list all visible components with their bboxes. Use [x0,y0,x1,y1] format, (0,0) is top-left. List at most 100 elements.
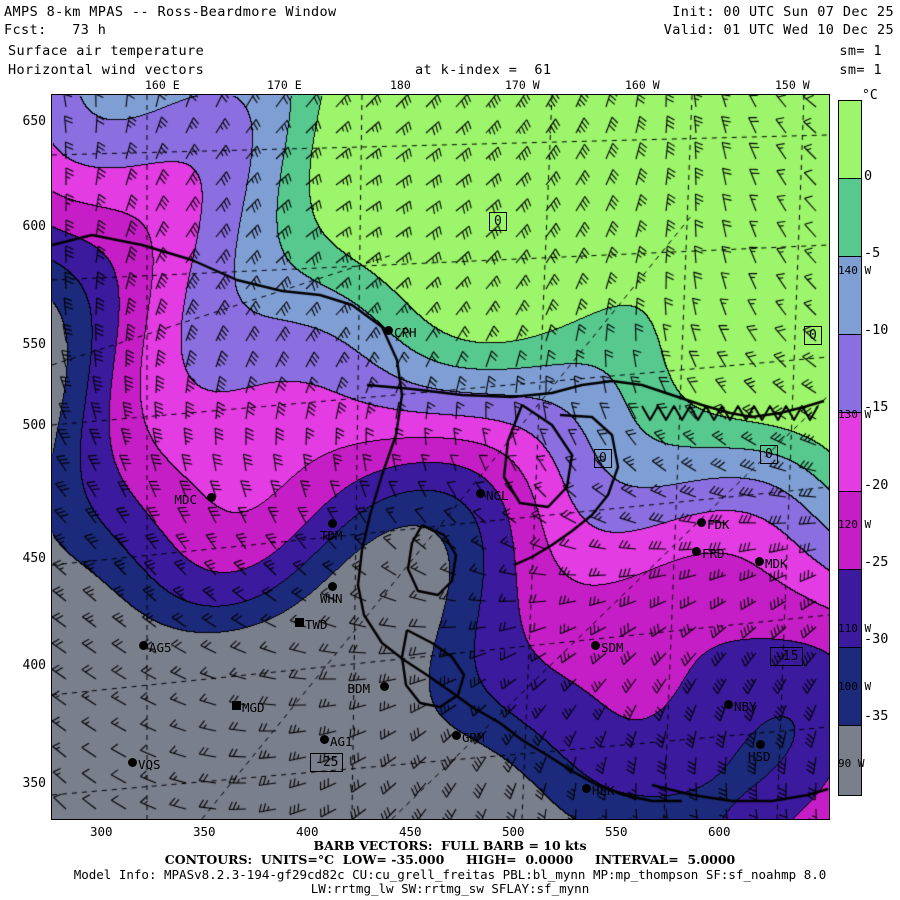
contour-value-label: -15 [770,647,804,666]
lon-tick-side: 130 W [838,408,872,421]
station-label: HSD [748,749,771,764]
station-label: FDK [707,517,730,532]
contour-value-label: 0 [489,212,507,231]
y-axis-tick: 500 [22,418,46,433]
colorbar-segment [839,257,861,336]
x-axis-tick: 450 [399,824,422,839]
colorbar-tick: -15 [864,399,889,416]
station-dot-icon [128,758,137,767]
lon-tick-top: 160 E [145,78,180,92]
station-label: NGL [486,488,509,503]
colorbar-segment [839,179,861,258]
station-label: GRM [462,730,485,745]
station-dot-icon [380,682,389,691]
forecast-hour: Fcst: 73 h [4,22,107,38]
lon-tick-side: 120 W [838,518,872,531]
colorbar-segment [839,101,861,180]
station-dot-icon [697,518,706,527]
colorbar[interactable] [838,100,862,796]
station-label: MGD [242,700,265,715]
station-dot-icon [692,547,701,556]
lon-tick-top: 180 [390,78,411,92]
model-info-line1: Model Info: MPASv8.2.3-194-gf29cd82c CU:… [73,867,827,882]
station-dot-icon [755,557,764,566]
field-label-overlay: Horizontal wind vectors [8,62,205,78]
colorbar-tick: -5 [864,245,881,262]
station-dot-icon [582,784,591,793]
station-label: HLK [592,783,615,798]
colorbar-segment [839,413,861,492]
valid-time: Valid: 01 UTC Wed 10 Dec 25 [663,22,894,38]
station-label: AG1 [330,734,353,749]
x-axis-tick: 500 [502,824,525,839]
colorbar-tick: -10 [864,322,889,339]
smoothing-2: sm= 1 [839,62,882,78]
y-axis-tick: 550 [22,337,46,352]
barb-legend: BARB VECTORS: FULL BARB = 10 kts [313,838,587,853]
smoothing-1: sm= 1 [839,43,882,59]
y-axis-tick: 450 [22,551,46,566]
station-label: AG5 [149,640,172,655]
station-label: CPH [394,325,417,340]
lon-tick-side: 100 W [838,680,872,693]
station-label: MDK [765,556,788,571]
lon-tick-side: 110 W [838,622,872,635]
colorbar-segment [839,725,861,795]
station-dot-icon [328,519,337,528]
x-axis-tick: 300 [90,824,113,839]
station-label: MDC [174,492,197,507]
station-dot-icon [320,735,329,744]
temperature-field-canvas [52,95,829,819]
station-dot-icon [207,493,216,502]
station-dot-icon [476,489,485,498]
station-label: BDM [347,681,370,696]
station-dot-icon [328,582,337,591]
y-axis-tick: 650 [22,114,46,129]
x-axis-tick: 550 [605,824,628,839]
station-label: FRD [702,546,725,561]
colorbar-tick: -20 [864,476,889,493]
station-dot-icon [139,641,148,650]
colorbar-tick: 0 [864,168,873,185]
station-dot-icon [452,731,461,740]
station-dot-icon [724,700,733,709]
lon-tick-side: 90 W [838,757,865,770]
y-axis-tick: 400 [22,658,46,673]
contour-legend: CONTOURS: UNITS=°C LOW= -35.000 HIGH= 0.… [164,852,736,867]
k-index-label: at k-index = 61 [415,62,552,78]
init-time: Init: 00 UTC Sun 07 Dec 25 [672,4,894,20]
contour-value-label: 0 [760,445,778,464]
colorbar-segment [839,335,861,414]
station-label: TDM [320,528,343,543]
station-square-icon [295,618,304,627]
map-plot-area[interactable]: CPH NGL MDC FDK TDM FRD MDK WHN TWD SDM AG5 BDM NBY M… [51,94,830,820]
station-dot-icon [756,740,765,749]
page-title: AMPS 8-km MPAS -- Ross-Beardmore Window [4,4,337,20]
station-label: NBY [734,699,757,714]
colorbar-segment [839,491,861,570]
station-dot-icon [384,326,393,335]
colorbar-tick: -35 [864,707,889,724]
colorbar-segment [839,569,861,648]
colorbar-segment [839,647,861,726]
model-info-line2: LW:rrtmg_lw SW:rrtmg_sw SFLAY:sf_mynn [310,881,590,896]
contour-value-label: 0 [804,326,822,345]
y-axis-tick: 350 [22,776,46,791]
colorbar-tick: -30 [864,630,889,647]
station-label: VQS [138,757,161,772]
y-axis-tick: 600 [22,219,46,234]
x-axis-tick: 600 [708,824,731,839]
station-dot-icon [591,641,600,650]
field-label-primary: Surface air temperature [8,43,205,59]
lon-tick-top: 160 W [625,78,660,92]
contour-value-label: -25 [310,753,344,772]
x-axis-tick: 400 [296,824,319,839]
lon-tick-top: 150 W [775,78,810,92]
station-square-icon [232,701,241,710]
lon-tick-top: 170 W [505,78,540,92]
contour-value-label: 0 [594,449,612,468]
colorbar-unit-label: °C [862,88,878,103]
lon-tick-side: 140 W [838,264,872,277]
x-axis-tick: 350 [193,824,216,839]
